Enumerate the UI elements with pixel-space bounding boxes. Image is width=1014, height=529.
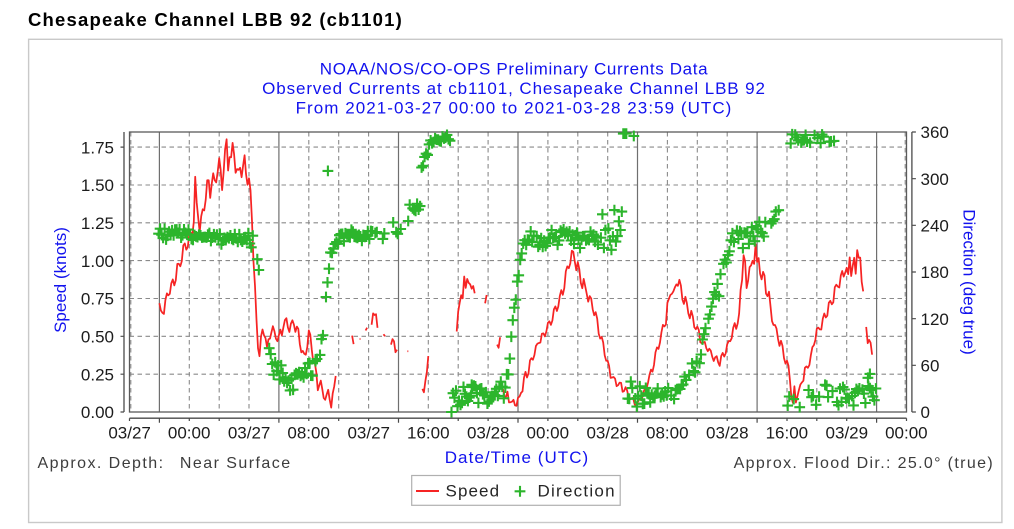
svg-text:360: 360 [921,123,949,142]
svg-text:03/27 00:00: 03/27 00:00 [108,423,210,442]
svg-text:Approx. Depth: Near Surface: Approx. Depth: Near Surface [38,455,292,472]
svg-text:1.75: 1.75 [81,138,114,157]
svg-text:03/28 16:00: 03/28 16:00 [706,423,808,442]
svg-text:1.00: 1.00 [81,252,114,271]
svg-text:Approx. Flood Dir.: 25.0° (tru: Approx. Flood Dir.: 25.0° (true) [734,455,994,472]
svg-text:0.00: 0.00 [81,403,114,422]
svg-text:03/27 08:00: 03/27 08:00 [228,423,330,442]
svg-text:Speed (knots): Speed (knots) [51,227,70,333]
svg-text:1.25: 1.25 [81,214,114,233]
svg-text:Chesapeake Channel LBB 92 (cb1: Chesapeake Channel LBB 92 (cb1101) [28,9,403,30]
svg-text:0.25: 0.25 [81,365,114,384]
svg-text:03/27 16:00: 03/27 16:00 [347,423,449,442]
svg-text:Speed: Speed [446,482,501,501]
svg-text:03/28 00:00: 03/28 00:00 [467,423,569,442]
svg-text:Date/Time (UTC): Date/Time (UTC) [445,448,590,467]
svg-text:240: 240 [921,217,949,236]
svg-text:0.75: 0.75 [81,290,114,309]
svg-text:Direction: Direction [538,482,616,501]
svg-text:60: 60 [921,357,940,376]
svg-text:0: 0 [921,403,930,422]
svg-text:180: 180 [921,263,949,282]
svg-text:300: 300 [921,170,949,189]
svg-text:NOAA/NOS/CO-OPS Preliminary Cu: NOAA/NOS/CO-OPS Preliminary Currents Dat… [320,60,708,79]
svg-text:Direction (deg true): Direction (deg true) [960,209,979,355]
svg-text:120: 120 [921,310,949,329]
svg-text:0.50: 0.50 [81,328,114,347]
svg-text:03/29 00:00: 03/29 00:00 [826,423,928,442]
svg-text:Observed Currents at cb1101, C: Observed Currents at cb1101, Chesapeake … [262,79,766,98]
svg-text:1.50: 1.50 [81,176,114,195]
svg-text:03/28 08:00: 03/28 08:00 [586,423,688,442]
svg-text:From 2021-03-27 00:00 to 2021-: From 2021-03-27 00:00 to 2021-03-28 23:5… [296,99,733,118]
